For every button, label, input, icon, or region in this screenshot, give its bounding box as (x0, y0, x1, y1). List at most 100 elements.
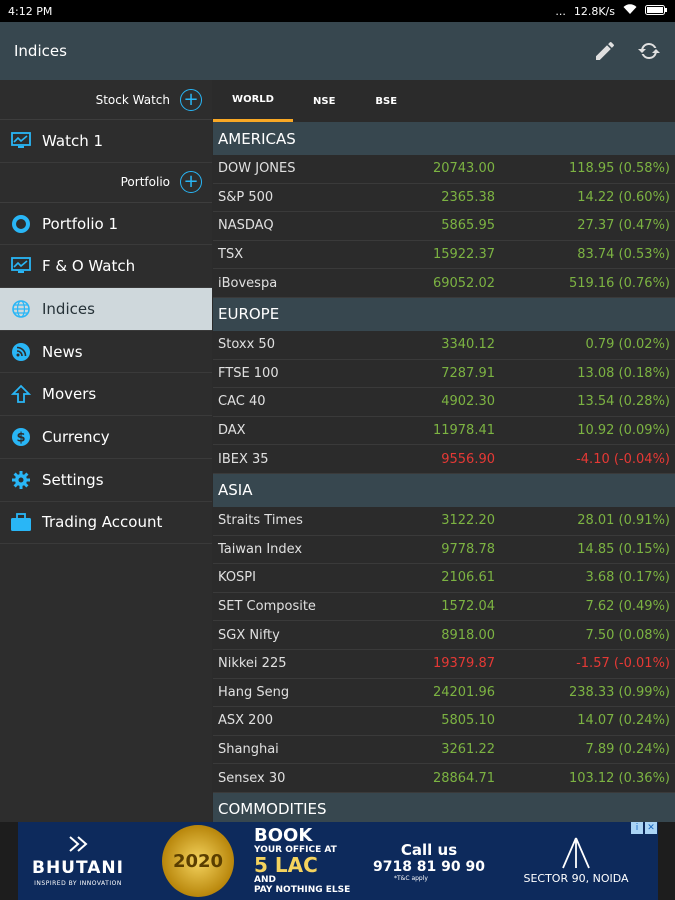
index-value: 5805.10 (441, 713, 495, 729)
sidebar-item-news[interactable]: News (0, 331, 212, 374)
section-header: EUROPE (213, 297, 675, 331)
index-name: DOW JONES (218, 161, 296, 177)
sidebar-item-label: Indices (42, 299, 95, 318)
ring-icon (10, 213, 32, 235)
sidebar-item-label: Settings (42, 470, 104, 489)
ad-creative[interactable]: BHUTANI INSPIRED BY INNOVATION 2020 BOOK… (18, 822, 658, 900)
index-name: Sensex 30 (218, 770, 286, 786)
tab-world[interactable]: WORLD (213, 80, 293, 122)
sidebar-item-watch-1[interactable]: Watch 1 (0, 120, 212, 163)
index-change: 7.89 (0.24%) (585, 741, 670, 757)
ad-brand-tagline: INSPIRED BY INNOVATION (34, 880, 122, 887)
index-value: 3122.20 (441, 513, 495, 529)
index-row[interactable]: Nikkei 225 19379.87 -1.57 (-0.01%) (213, 650, 675, 679)
sidebar-item-indices[interactable]: Indices (0, 288, 212, 331)
index-value: 5865.95 (441, 218, 495, 234)
index-name: SET Composite (218, 599, 316, 615)
sidebar: Stock Watch + Watch 1 Portfolio + Portfo… (0, 80, 212, 822)
ad-tc: *T&C apply (394, 874, 428, 882)
ad-banner[interactable]: BHUTANI INSPIRED BY INNOVATION 2020 BOOK… (0, 822, 675, 900)
monitor-chart-icon (10, 130, 32, 152)
index-row[interactable]: DAX 11978.41 10.92 (0.09%) (213, 417, 675, 446)
indices-list[interactable]: AMERICAS DOW JONES 20743.00 118.95 (0.58%) S… (213, 122, 675, 822)
index-name: Taiwan Index (218, 541, 303, 557)
index-row[interactable]: Straits Times 3122.20 28.01 (0.91%) (213, 507, 675, 536)
rss-icon (10, 341, 32, 363)
ad-offer: BOOK YOUR OFFICE AT 5 LAC AND PAY NOTHIN… (254, 824, 364, 895)
index-row[interactable]: CAC 40 4902.30 13.54 (0.28%) (213, 388, 675, 417)
index-row[interactable]: Stoxx 50 3340.12 0.79 (0.02%) (213, 331, 675, 360)
index-name: FTSE 100 (218, 365, 279, 381)
index-name: NASDAQ (218, 218, 274, 234)
sidebar-item-trading-account[interactable]: Trading Account (0, 502, 212, 545)
portfolio-label: Portfolio (120, 175, 170, 190)
sidebar-item-portfolio-1[interactable]: Portfolio 1 (0, 203, 212, 246)
tab-bse[interactable]: BSE (375, 95, 398, 107)
index-name: SGX Nifty (218, 627, 280, 643)
refresh-icon[interactable] (637, 39, 661, 63)
tab-nse[interactable]: NSE (313, 95, 336, 107)
index-change: 118.95 (0.58%) (568, 161, 670, 177)
index-name: IBEX 35 (218, 451, 269, 467)
index-name: Shanghai (218, 741, 279, 757)
index-row[interactable]: TSX 15922.37 83.74 (0.53%) (213, 241, 675, 270)
index-name: KOSPI (218, 570, 256, 586)
sidebar-item-label: Portfolio 1 (42, 214, 119, 233)
index-value: 19379.87 (432, 656, 495, 672)
index-change: -4.10 (-0.04%) (576, 451, 670, 467)
index-row[interactable]: KOSPI 2106.61 3.68 (0.17%) (213, 564, 675, 593)
sidebar-item-label: Watch 1 (42, 131, 104, 150)
ad-pay: PAY NOTHING ELSE (254, 884, 351, 895)
index-change: 7.50 (0.08%) (585, 627, 670, 643)
sidebar-item-label: Trading Account (42, 513, 163, 532)
index-name: iBovespa (218, 275, 278, 291)
ad-controls: i ✕ (631, 822, 657, 834)
index-row[interactable]: iBovespa 69052.02 519.16 (0.76%) (213, 269, 675, 298)
index-row[interactable]: SET Composite 1572.04 7.62 (0.49%) (213, 593, 675, 622)
index-row[interactable]: SGX Nifty 8918.00 7.50 (0.08%) (213, 621, 675, 650)
index-value: 69052.02 (432, 275, 495, 291)
monitor-chart-icon (10, 255, 32, 277)
index-row[interactable]: FTSE 100 7287.91 13.08 (0.18%) (213, 360, 675, 389)
index-row[interactable]: NASDAQ 5865.95 27.37 (0.47%) (213, 212, 675, 241)
index-change: 13.54 (0.28%) (577, 394, 670, 410)
index-row[interactable]: Hang Seng 24201.96 238.33 (0.99%) (213, 679, 675, 708)
portfolio-header: Portfolio + (0, 163, 212, 203)
sidebar-item-currency[interactable]: $ Currency (0, 416, 212, 459)
add-stock-watch-icon[interactable]: + (180, 88, 202, 111)
index-row[interactable]: Sensex 30 28864.71 103.12 (0.36%) (213, 764, 675, 793)
index-change: 13.08 (0.18%) (577, 365, 670, 381)
ad-lac: 5 LAC (254, 853, 318, 878)
ad-call: Call us 9718 81 90 90 *T&C apply (364, 841, 494, 882)
index-row[interactable]: Taiwan Index 9778.78 14.85 (0.15%) (213, 536, 675, 565)
index-row[interactable]: IBEX 35 9556.90 -4.10 (-0.04%) (213, 445, 675, 474)
index-name: DAX (218, 423, 246, 439)
market-tabs: WORLD NSE BSE (213, 80, 675, 122)
index-value: 7287.91 (441, 365, 495, 381)
sidebar-item-movers[interactable]: Movers (0, 373, 212, 417)
globe-icon (10, 298, 32, 320)
index-row[interactable]: ASX 200 5805.10 14.07 (0.24%) (213, 707, 675, 736)
index-row[interactable]: DOW JONES 20743.00 118.95 (0.58%) (213, 155, 675, 184)
sidebar-item-fo-watch[interactable]: F & O Watch (0, 245, 212, 289)
pencil-icon[interactable] (593, 39, 617, 63)
ad-info-icon[interactable]: i (631, 822, 643, 834)
ad-book-label: BOOK (254, 824, 313, 846)
ad-book-sub: YOUR OFFICE AT (254, 844, 337, 855)
ad-close-icon[interactable]: ✕ (645, 822, 657, 834)
tower-logo-icon (562, 837, 590, 869)
section-header: ASIA (213, 473, 675, 507)
status-dots: ... (555, 4, 566, 18)
ad-sector-text: SECTOR 90, NOIDA (523, 872, 629, 885)
add-portfolio-icon[interactable]: + (180, 171, 202, 194)
index-row[interactable]: S&P 500 2365.38 14.22 (0.60%) (213, 184, 675, 213)
briefcase-icon (10, 511, 32, 533)
index-change: 103.12 (0.36%) (568, 770, 670, 786)
index-name: CAC 40 (218, 394, 266, 410)
index-value: 3261.22 (441, 741, 495, 757)
index-change: 519.16 (0.76%) (568, 275, 670, 291)
index-row[interactable]: Shanghai 3261.22 7.89 (0.24%) (213, 736, 675, 765)
sidebar-item-settings[interactable]: Settings (0, 459, 212, 502)
index-change: 238.33 (0.99%) (568, 684, 670, 700)
sidebar-item-label: News (42, 342, 83, 361)
